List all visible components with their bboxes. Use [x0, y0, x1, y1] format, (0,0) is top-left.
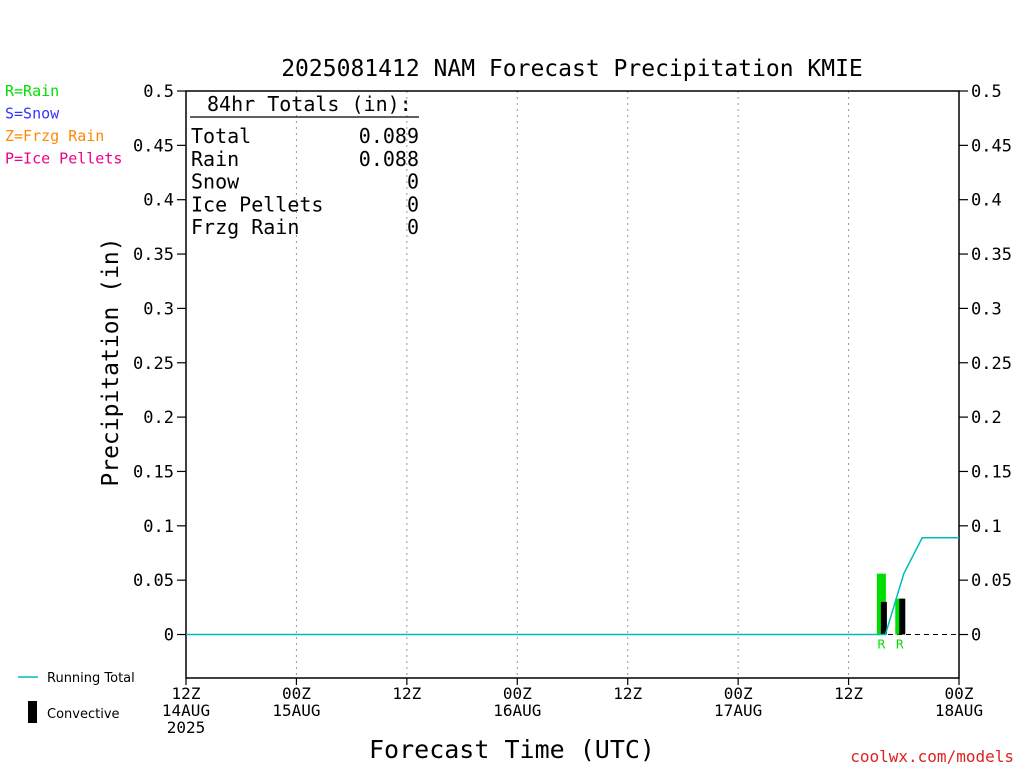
totals-heading: 84hr Totals (in):: [207, 92, 412, 116]
x-tick-label: 12Z: [834, 684, 863, 703]
x-tick-label: 12Z: [392, 684, 421, 703]
y-axis-left: 0 0.05 0.1 0.15 0.2 0.25 0.3 0.35 0.4 0.45 0.5: [133, 82, 186, 646]
precip-bars: [876, 573, 906, 635]
y-tick-label: 0.15: [133, 462, 174, 482]
totals-row-value: 0: [407, 170, 419, 194]
totals-row-value: 0: [407, 192, 419, 216]
totals-row-label: Snow: [191, 170, 240, 194]
type-key-item: S=Snow: [5, 105, 60, 123]
y-tick-label: 0.15: [971, 462, 1012, 482]
y-tick-label: 0: [164, 626, 174, 646]
y-tick-label: 0.1: [971, 517, 1002, 537]
y-tick-label: 0.3: [143, 299, 174, 319]
chart-title: 2025081412 NAM Forecast Precipitation KM…: [281, 56, 863, 82]
totals-box: 84hr Totals (in): Total 0.089 Rain 0.088 Sno…: [190, 92, 419, 239]
plot-frame: [185, 90, 960, 679]
y-tick-label: 0.1: [143, 517, 174, 537]
x-tick-label: 12Z: [613, 684, 642, 703]
totals-row-value: 0: [407, 215, 419, 239]
y-tick-label: 0.45: [133, 136, 174, 156]
y-tick-label: 0: [971, 626, 981, 646]
y-tick-label: 0.4: [971, 191, 1002, 211]
precip-type-label: R: [877, 638, 885, 652]
totals-row-label: Rain: [191, 147, 239, 171]
legend-label: Convective: [47, 707, 120, 722]
type-key-item: Z=Frzg Rain: [5, 127, 104, 145]
legend-swatch: [28, 701, 37, 723]
y-tick-label: 0.5: [143, 82, 174, 102]
x-tick-label: 12Z: [172, 684, 201, 703]
x-tick-label: 2025: [167, 718, 206, 737]
precip-type-key: R=Rain S=Snow Z=Frzg Rain P=Ice Pellets: [5, 82, 122, 168]
totals-row-value: 0.089: [359, 124, 419, 148]
running-total-line: [186, 537, 959, 636]
legend-label: Running Total: [47, 671, 135, 686]
x-tick-label: 18AUG: [935, 701, 983, 720]
totals-row-label: Ice Pellets: [191, 192, 323, 216]
x-tick-label: 17AUG: [714, 701, 762, 720]
y-tick-label: 0.4: [143, 191, 174, 211]
y-tick-label: 0.2: [143, 408, 174, 428]
x-tick-label: 16AUG: [493, 701, 541, 720]
y-tick-label: 0.5: [971, 82, 1002, 102]
y-axis-right: 0 0.05 0.1 0.15 0.2 0.25 0.3 0.35 0.4 0.45 0.5: [959, 82, 1012, 646]
y-tick-label: 0.05: [133, 571, 174, 591]
precip-type-label: R: [896, 638, 904, 652]
x-tick-label: 14AUG: [162, 701, 210, 720]
convective-bar: [880, 601, 887, 635]
x-tick-label: 00Z: [724, 684, 753, 703]
legend: Running Total Convective: [18, 671, 135, 723]
x-tick-label: 00Z: [503, 684, 532, 703]
totals-row-value: 0.088: [359, 147, 419, 171]
y-tick-label: 0.35: [133, 245, 174, 265]
y-tick-label: 0.3: [971, 299, 1002, 319]
y-tick-label: 0.45: [971, 136, 1012, 156]
grid-lines: [295, 91, 850, 678]
convective-bar: [899, 598, 906, 635]
totals-row-label: Total: [191, 124, 251, 148]
y-tick-label: 0.05: [971, 571, 1012, 591]
type-key-item: P=Ice Pellets: [5, 150, 122, 168]
x-tick-label: 00Z: [945, 684, 974, 703]
x-axis-label: Forecast Time (UTC): [369, 735, 655, 764]
x-tick-label: 15AUG: [272, 701, 320, 720]
y-tick-label: 0.25: [133, 354, 174, 374]
x-tick-label: 00Z: [282, 684, 311, 703]
type-key-item: R=Rain: [5, 82, 59, 100]
y-axis-label: Precipitation (in): [98, 237, 124, 486]
y-tick-label: 0.25: [971, 354, 1012, 374]
y-tick-label: 0.2: [971, 408, 1002, 428]
credit-text: coolwx.com/models: [850, 747, 1014, 766]
y-tick-label: 0.35: [971, 245, 1012, 265]
totals-row-label: Frzg Rain: [191, 215, 299, 239]
